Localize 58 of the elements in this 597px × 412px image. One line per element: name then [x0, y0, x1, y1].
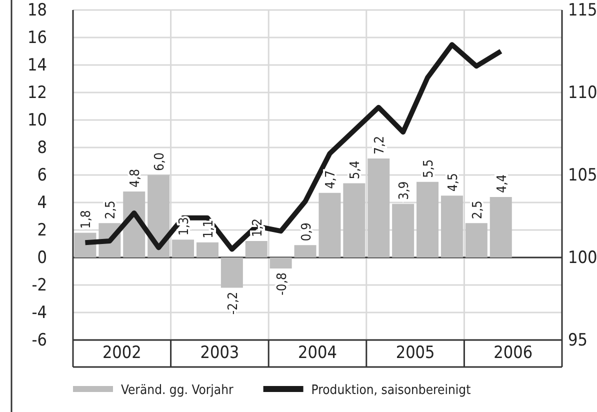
y2-tick-label: 95	[568, 330, 588, 350]
y2-tick-label: 110	[568, 82, 597, 103]
data-label: 1,1	[201, 220, 216, 238]
data-label: 4,7	[324, 170, 339, 189]
bar	[196, 242, 218, 258]
bar	[416, 182, 439, 258]
x-tick-label: 2003	[200, 343, 240, 364]
legend-label: Veränd. gg. Vorjahr	[121, 383, 234, 398]
data-label: -2,2	[226, 292, 241, 315]
data-label: 0,9	[299, 222, 314, 242]
data-label: 5,4	[348, 160, 364, 180]
y-tick-label: 12	[28, 82, 47, 103]
y-tick-label: 2	[37, 220, 47, 240]
y-tick-label: -2	[32, 275, 47, 296]
bar	[148, 175, 170, 258]
data-label: -0,8	[274, 272, 290, 296]
data-label: 1,2	[250, 218, 266, 237]
bar	[245, 241, 268, 258]
bar	[490, 197, 512, 258]
data-label: 4,8	[128, 168, 144, 188]
data-label: 7,2	[372, 136, 388, 154]
x-tick-label: 2006	[494, 343, 533, 364]
bar	[220, 258, 243, 288]
x-tick-label: 2004	[298, 343, 337, 364]
data-label: 6,0	[152, 152, 168, 171]
bar	[440, 196, 463, 258]
data-label: 1,3	[177, 217, 192, 236]
bar	[270, 258, 292, 268]
y-tick-label: 18	[28, 0, 47, 20]
y-tick-label: 4	[37, 192, 47, 213]
y-tick-label: 10	[28, 110, 47, 130]
y-tick-label: -6	[32, 330, 47, 350]
y2-tick-label: 115	[568, 0, 597, 20]
y2-tick-label: 100	[568, 248, 597, 268]
y-tick-label: 6	[37, 165, 47, 186]
x-tick-label: 2005	[396, 343, 435, 364]
bar	[318, 192, 341, 258]
data-label: 1,8	[79, 210, 94, 229]
bar	[294, 245, 316, 258]
y-tick-label: 0	[37, 248, 47, 268]
legend-label: Produktion, saisonbereinigt	[311, 383, 472, 398]
data-label: 2,5	[104, 200, 119, 220]
y-tick-label: 14	[28, 55, 47, 76]
bar	[343, 183, 366, 258]
bar	[368, 158, 390, 258]
y-tick-label: -4	[32, 302, 47, 323]
x-tick-label: 2002	[102, 343, 142, 364]
y-tick-label: 16	[28, 28, 47, 48]
bar	[392, 204, 414, 258]
data-label: 2,5	[470, 200, 486, 220]
data-label: 5,5	[422, 159, 437, 178]
data-label: 3,9	[397, 181, 412, 200]
y2-tick-label: 105	[568, 165, 597, 186]
bar	[465, 223, 488, 258]
y-tick-label: 8	[37, 138, 47, 158]
bar	[172, 240, 194, 258]
data-label: 4,5	[446, 173, 461, 192]
data-label: 4,4	[494, 174, 510, 193]
